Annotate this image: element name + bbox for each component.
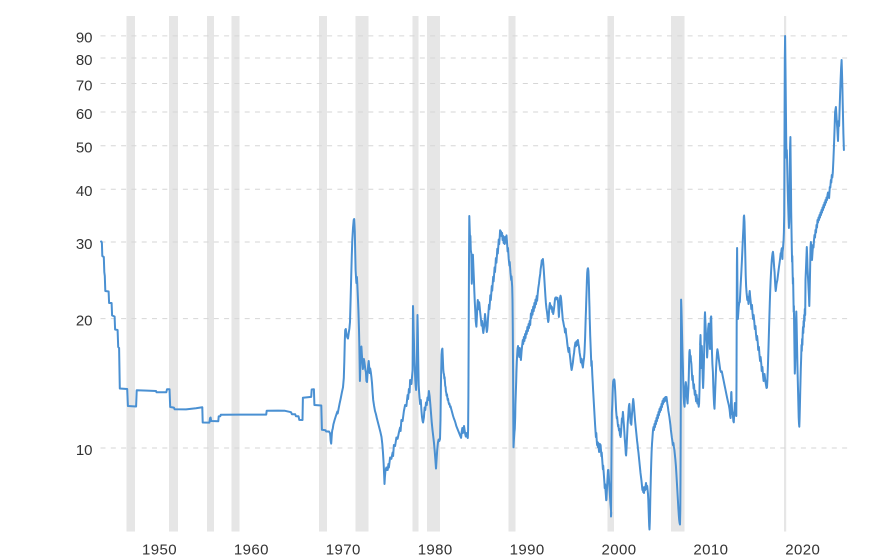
svg-text:1980: 1980 — [418, 541, 453, 558]
svg-text:10: 10 — [76, 442, 93, 459]
svg-text:1960: 1960 — [234, 541, 269, 558]
svg-text:70: 70 — [76, 77, 93, 94]
svg-text:40: 40 — [76, 183, 93, 200]
svg-text:90: 90 — [76, 30, 93, 47]
svg-text:20: 20 — [76, 312, 93, 329]
svg-text:1990: 1990 — [510, 541, 545, 558]
svg-text:2010: 2010 — [693, 541, 728, 558]
svg-text:50: 50 — [76, 140, 93, 157]
svg-text:30: 30 — [76, 236, 93, 253]
svg-text:60: 60 — [76, 106, 93, 123]
svg-text:2000: 2000 — [602, 541, 637, 558]
svg-text:1950: 1950 — [142, 541, 177, 558]
svg-text:1970: 1970 — [326, 541, 361, 558]
svg-text:80: 80 — [76, 52, 93, 69]
svg-text:2020: 2020 — [785, 541, 820, 558]
